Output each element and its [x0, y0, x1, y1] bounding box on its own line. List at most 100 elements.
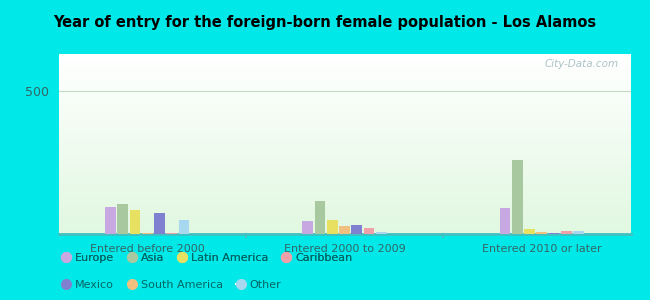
Bar: [58, 210, 630, 211]
Bar: [58, 209, 630, 210]
Bar: [58, 224, 630, 225]
Bar: [58, 69, 630, 70]
Bar: [58, 137, 630, 138]
Bar: [58, 92, 630, 93]
Bar: [58, 195, 630, 196]
Bar: [58, 87, 630, 88]
Bar: [58, 207, 630, 208]
Bar: [58, 165, 630, 166]
Bar: [58, 196, 630, 197]
Bar: [573, 231, 584, 234]
Bar: [58, 65, 630, 66]
Bar: [58, 142, 630, 143]
Bar: [58, 54, 630, 55]
Bar: [58, 136, 630, 137]
Bar: [58, 83, 630, 84]
Bar: [58, 101, 630, 102]
Bar: [58, 232, 630, 233]
Text: Year of entry for the foreign-born female population - Los Alamos: Year of entry for the foreign-born femal…: [53, 15, 597, 30]
Bar: [58, 152, 630, 153]
Bar: [58, 173, 630, 174]
Bar: [58, 103, 630, 104]
Bar: [58, 96, 630, 97]
Bar: [351, 225, 362, 234]
Bar: [58, 128, 630, 129]
Bar: [58, 158, 630, 159]
Bar: [58, 180, 630, 181]
Bar: [58, 67, 630, 68]
Bar: [58, 113, 630, 114]
Bar: [58, 109, 630, 110]
Bar: [58, 231, 630, 232]
Bar: [58, 81, 630, 82]
Bar: [58, 191, 630, 192]
Bar: [58, 145, 630, 146]
Bar: [58, 153, 630, 154]
Bar: [58, 213, 630, 214]
Bar: [58, 225, 630, 226]
Bar: [58, 174, 630, 175]
Bar: [58, 155, 630, 156]
Bar: [58, 204, 630, 205]
Bar: [58, 68, 630, 69]
Bar: [58, 79, 630, 80]
Bar: [142, 232, 153, 234]
Bar: [58, 106, 630, 107]
Bar: [58, 139, 630, 140]
Bar: [58, 98, 630, 99]
Bar: [58, 149, 630, 150]
Bar: [118, 204, 128, 234]
Bar: [549, 233, 560, 234]
Bar: [315, 201, 326, 234]
Bar: [58, 219, 630, 220]
Bar: [58, 91, 630, 92]
Bar: [58, 147, 630, 148]
Bar: [58, 86, 630, 87]
Bar: [58, 56, 630, 57]
Bar: [58, 157, 630, 158]
Bar: [58, 99, 630, 100]
Bar: [58, 162, 630, 163]
Bar: [58, 222, 630, 223]
Bar: [58, 159, 630, 160]
Bar: [58, 216, 630, 217]
Bar: [105, 207, 116, 234]
Bar: [58, 194, 630, 195]
Bar: [58, 192, 630, 193]
Bar: [58, 134, 630, 135]
Bar: [58, 107, 630, 108]
Bar: [58, 116, 630, 117]
Bar: [58, 64, 630, 65]
Bar: [58, 151, 630, 152]
Bar: [58, 186, 630, 187]
Bar: [58, 140, 630, 141]
Bar: [339, 226, 350, 234]
Bar: [58, 170, 630, 171]
Bar: [58, 208, 630, 209]
Bar: [536, 232, 547, 234]
Bar: [58, 171, 630, 172]
Bar: [58, 85, 630, 86]
Bar: [58, 218, 630, 219]
Bar: [58, 217, 630, 218]
Bar: [58, 90, 630, 91]
Bar: [58, 75, 630, 76]
Bar: [58, 125, 630, 126]
Bar: [58, 60, 630, 61]
Bar: [58, 143, 630, 144]
Bar: [58, 102, 630, 103]
Bar: [58, 220, 630, 221]
Bar: [58, 72, 630, 73]
Bar: [58, 78, 630, 79]
Bar: [58, 205, 630, 206]
Bar: [58, 202, 630, 203]
Bar: [58, 138, 630, 139]
Bar: [58, 203, 630, 204]
Bar: [58, 105, 630, 106]
Bar: [58, 74, 630, 75]
Bar: [58, 148, 630, 149]
Bar: [58, 73, 630, 74]
Bar: [58, 200, 630, 201]
Bar: [327, 220, 338, 234]
Bar: [58, 212, 630, 213]
